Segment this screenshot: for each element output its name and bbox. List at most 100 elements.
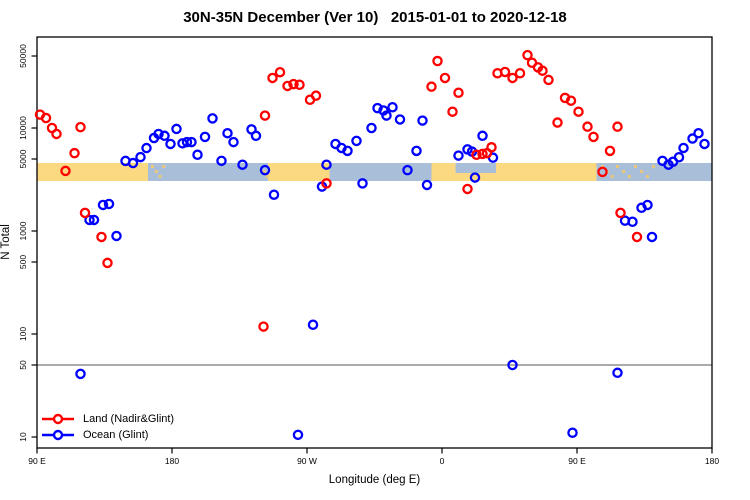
- data-point-ocean: [687, 133, 698, 144]
- data-point-ocean: [321, 159, 332, 170]
- data-point-land: [615, 207, 626, 219]
- data-point-ocean: [342, 145, 353, 157]
- surface-strip-speckle: [634, 165, 637, 168]
- surface-strip-speckle: [265, 175, 269, 178]
- x-tick-label: 180: [165, 456, 179, 466]
- surface-strip-speckle: [610, 175, 614, 178]
- data-point-land: [288, 78, 299, 90]
- y-tick-label: 50000: [18, 44, 28, 68]
- data-point-land: [259, 110, 271, 121]
- data-point-ocean: [351, 135, 362, 147]
- data-point-ocean: [222, 127, 233, 139]
- data-point-ocean: [159, 130, 170, 142]
- data-point-land: [79, 207, 91, 219]
- y-tick-label: 100: [18, 327, 28, 341]
- data-point-ocean: [627, 216, 638, 227]
- data-point-ocean: [417, 115, 428, 126]
- data-point-ocean: [507, 359, 518, 371]
- data-point-ocean: [171, 123, 182, 135]
- data-point-land: [552, 117, 563, 128]
- data-point-land: [75, 121, 86, 133]
- surface-strip-speckle: [162, 165, 166, 168]
- data-point-land: [439, 72, 451, 84]
- data-point-ocean: [97, 199, 109, 211]
- legend: Land (Nadir&Glint) Ocean (Glint): [41, 411, 174, 443]
- data-point-ocean: [165, 138, 176, 150]
- data-point-land: [631, 231, 643, 243]
- data-point-ocean: [250, 130, 262, 142]
- data-point-land: [102, 257, 113, 269]
- x-tick-label: 180: [705, 456, 719, 466]
- data-point-ocean: [153, 128, 164, 140]
- data-point-ocean: [181, 136, 193, 148]
- surface-strip-speckle: [158, 175, 162, 178]
- data-point-land: [258, 321, 269, 332]
- data-point-land: [310, 90, 322, 101]
- data-point-ocean: [421, 179, 433, 191]
- data-point-ocean: [642, 199, 653, 211]
- data-point-ocean: [612, 367, 623, 379]
- data-point-ocean: [646, 231, 658, 243]
- data-point-land: [573, 106, 584, 117]
- data-point-land: [294, 79, 305, 90]
- data-point-land: [588, 131, 599, 143]
- data-point-land: [597, 166, 608, 178]
- data-point-ocean: [699, 138, 710, 150]
- data-point-ocean: [381, 110, 392, 121]
- data-point-land: [565, 95, 577, 106]
- data-point-land: [477, 148, 488, 160]
- surface-strip-speckle: [622, 170, 625, 173]
- data-point-ocean: [127, 157, 139, 169]
- data-point-ocean: [411, 145, 422, 157]
- data-point-ocean: [216, 155, 227, 167]
- data-point-land: [604, 145, 616, 157]
- data-point-land: [462, 183, 473, 195]
- data-point-land: [60, 165, 71, 177]
- surface-strip-speckle: [601, 165, 604, 168]
- data-point-land: [432, 55, 443, 67]
- data-point-land: [426, 81, 437, 92]
- data-point-ocean: [84, 214, 95, 226]
- y-tick-label: 1000: [18, 221, 28, 240]
- data-point-ocean: [292, 429, 304, 441]
- data-point-land: [514, 68, 526, 79]
- legend-label-land: Land (Nadir&Glint): [83, 413, 175, 425]
- surface-strip-speckle: [640, 170, 643, 173]
- data-point-land: [499, 66, 511, 78]
- data-point-ocean: [141, 142, 152, 154]
- data-point-ocean: [103, 198, 115, 210]
- data-point-land: [486, 142, 497, 153]
- data-point-ocean: [477, 130, 488, 142]
- surface-strip-land-segment: [268, 163, 330, 181]
- data-point-ocean: [402, 164, 413, 176]
- data-point-land: [282, 80, 293, 92]
- x-tick-label: 0: [440, 456, 445, 466]
- data-point-ocean: [307, 319, 319, 330]
- data-point-land: [582, 121, 593, 132]
- x-tick-label: 90 W: [297, 456, 317, 466]
- surface-strip-speckle: [616, 165, 619, 168]
- data-point-ocean: [268, 189, 280, 200]
- data-point-ocean: [88, 214, 100, 226]
- surface-strip-speckle: [646, 175, 649, 178]
- legend-marker-land-icon: [42, 413, 74, 425]
- data-point-ocean: [366, 122, 377, 134]
- data-point-land: [507, 72, 518, 84]
- surface-strip-speckle: [628, 175, 631, 178]
- data-point-ocean: [357, 178, 368, 189]
- data-point-ocean: [453, 150, 464, 161]
- y-tick-label: 5000: [18, 149, 28, 168]
- data-point-ocean: [135, 151, 146, 163]
- data-point-ocean: [372, 102, 383, 114]
- data-point-ocean: [394, 114, 406, 125]
- x-tick-label: 90 E: [568, 456, 586, 466]
- data-point-ocean: [237, 159, 248, 170]
- data-point-ocean: [75, 368, 86, 380]
- data-point-land: [267, 72, 278, 84]
- data-point-land: [471, 149, 482, 160]
- legend-marker-ocean-icon: [42, 429, 74, 441]
- data-point-ocean: [387, 102, 398, 113]
- data-point-ocean: [192, 149, 203, 160]
